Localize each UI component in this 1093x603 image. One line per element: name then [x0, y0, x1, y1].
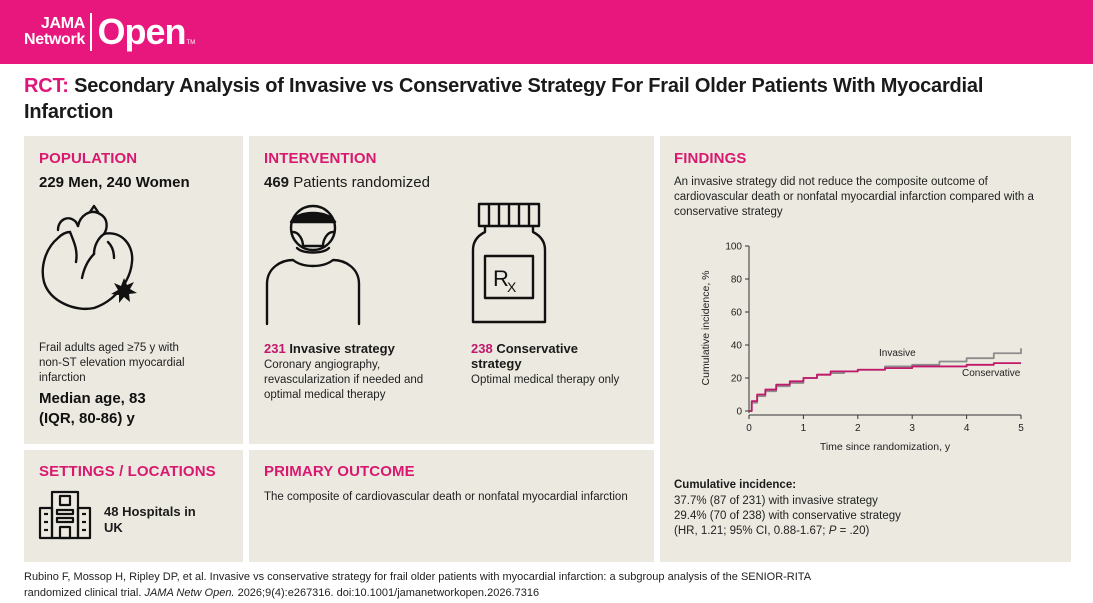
title-tag: RCT:: [24, 75, 69, 97]
population-description: Frail adults aged ≥75 y with non-ST elev…: [39, 342, 185, 384]
y-tick-label: 100: [725, 242, 742, 253]
primary-outcome-panel: PRIMARY OUTCOME The composite of cardiov…: [249, 450, 654, 562]
y-tick-label: 80: [731, 275, 743, 286]
population-median-age: Median age, 83: [39, 390, 146, 407]
heart-icon: [41, 204, 137, 311]
x-tick-label: 4: [964, 423, 970, 434]
infarct-star: [111, 278, 137, 303]
citation-line-2: randomized clinical trial. JAMA Netw Ope…: [24, 586, 1074, 602]
jama-network-open-logo[interactable]: JAMA Network Open TM: [24, 10, 195, 54]
series-label-invasive: Invasive: [879, 348, 916, 359]
x-tick-label: 3: [909, 423, 915, 434]
x-tick-label: 0: [746, 423, 752, 434]
rx-bottle-icon: R X: [471, 202, 547, 324]
header-bar: JAMA Network Open TM: [0, 0, 1093, 64]
population-panel: POPULATION 229 Men, 240 Women Frail adul…: [24, 136, 243, 444]
x-tick-label: 5: [1018, 423, 1024, 434]
invasive-description: Coronary angiography, revascularization …: [264, 359, 424, 401]
findings-heading: FINDINGS: [674, 150, 747, 167]
hospital-icon: [38, 490, 92, 540]
citation-journal: JAMA Netw Open.: [144, 586, 235, 599]
result-invasive: 37.7% (87 of 231) with invasive strategy: [674, 495, 878, 507]
series-label-conservative: Conservative: [962, 368, 1021, 379]
conservative-label: 238 Conservative strategy: [471, 341, 611, 371]
population-iqr: (IQR, 80-86) y: [39, 410, 135, 427]
logo-divider: [90, 13, 92, 51]
settings-heading: SETTINGS / LOCATIONS: [39, 463, 216, 480]
invasive-number: 231: [264, 341, 286, 356]
title-text: Secondary Analysis of Invasive vs Conser…: [24, 75, 984, 123]
page-title: RCT: Secondary Analysis of Invasive vs C…: [24, 73, 1064, 125]
invasive-title: Invasive strategy: [285, 341, 395, 356]
x-tick-label: 2: [855, 423, 861, 434]
conservative-number: 238: [471, 341, 493, 356]
citation-suffix: 2026;9(4):e267316. doi:10.1001/jamanetwo…: [234, 586, 540, 599]
logo-jama: JAMA: [40, 15, 86, 32]
citation: Rubino F, Mossop H, Ripley DP, et al. In…: [24, 570, 1074, 601]
results-heading: Cumulative incidence:: [674, 479, 797, 491]
randomized-count: 469 Patients randomized: [264, 174, 430, 191]
primary-outcome-heading: PRIMARY OUTCOME: [264, 463, 415, 480]
logo-network: Network: [24, 31, 86, 48]
y-tick-label: 0: [736, 407, 742, 418]
intervention-heading: INTERVENTION: [264, 150, 377, 167]
rx-symbol-sub: X: [507, 279, 517, 295]
rx-symbol: R: [493, 266, 509, 291]
y-tick-label: 40: [731, 341, 743, 352]
settings-panel: SETTINGS / LOCATIONS 48 Hospitals in UK: [24, 450, 243, 562]
result-conservative: 29.4% (70 of 238) with conservative stra…: [674, 510, 901, 522]
conservative-description: Optimal medical therapy only: [471, 374, 620, 386]
citation-prefix: randomized clinical trial.: [24, 586, 145, 599]
findings-summary: An invasive strategy did not reduce the …: [674, 176, 1034, 218]
population-counts: 229 Men, 240 Women: [39, 174, 190, 191]
series-line-conservative: [749, 362, 1021, 412]
chart-x-label: Time since randomization, y: [820, 441, 951, 453]
citation-line-1: Rubino F, Mossop H, Ripley DP, et al. In…: [24, 571, 812, 583]
result-hr-prefix: (HR, 1.21; 95% CI, 0.88-1.67;: [674, 525, 829, 537]
findings-panel: FINDINGS An invasive strategy did not re…: [660, 136, 1071, 562]
logo-open: Open: [97, 11, 187, 52]
result-hr-p: P: [828, 525, 837, 537]
result-hr-suffix: = .20): [836, 525, 870, 537]
intervention-panel: INTERVENTION 469 Patients randomized 231…: [249, 136, 654, 444]
randomized-label: Patients randomized: [289, 174, 430, 191]
settings-sites: 48 Hospitals in UK: [104, 504, 196, 535]
chart-y-label: Cumulative incidence, %: [700, 271, 712, 386]
y-tick-label: 60: [731, 308, 743, 319]
x-tick-label: 1: [801, 423, 807, 434]
randomized-number: 469: [264, 174, 290, 191]
population-heading: POPULATION: [39, 150, 138, 167]
surgeon-icon: [265, 204, 361, 326]
logo-tm: TM: [186, 40, 196, 46]
result-hazard-ratio: (HR, 1.21; 95% CI, 0.88-1.67; P = .20): [674, 524, 869, 539]
cumulative-incidence-chart: 0 20 40 60 80 100 0 1 2 3 4 5 Cumulative incidence,…: [700, 242, 1024, 454]
primary-outcome-text: The composite of cardiovascular death or…: [264, 491, 628, 503]
conservative-title: Conservative strategy: [471, 341, 578, 371]
invasive-label: 231 Invasive strategy: [264, 341, 395, 356]
y-tick-label: 20: [731, 374, 743, 385]
